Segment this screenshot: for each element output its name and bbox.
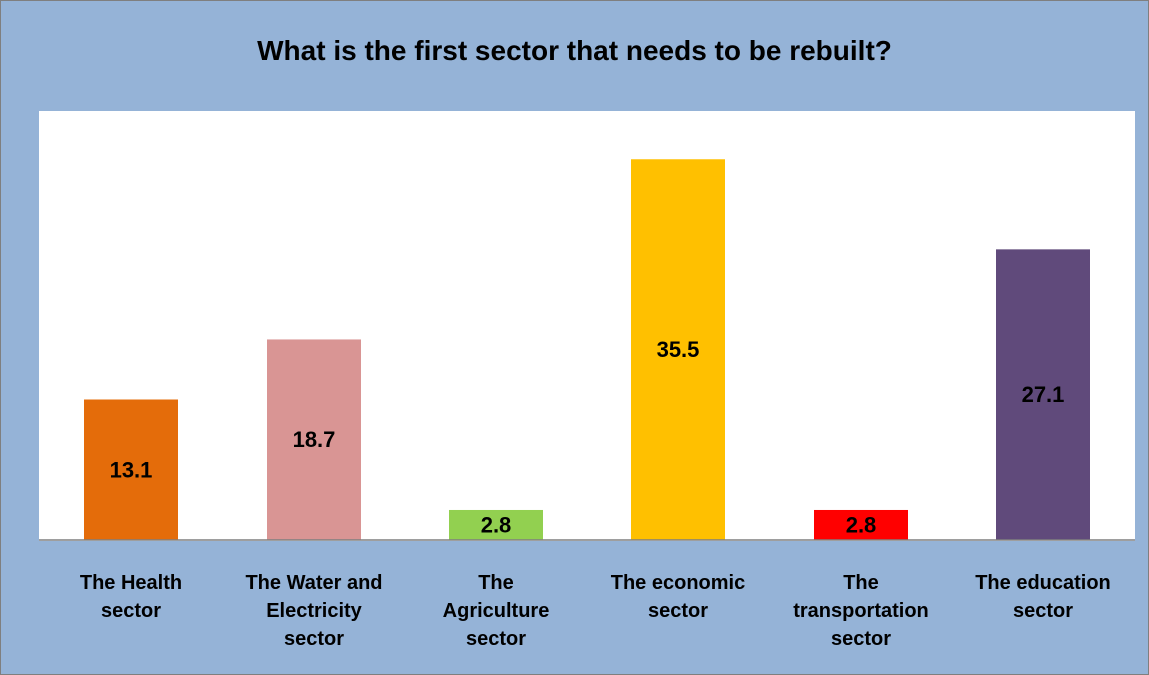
bar-4 — [814, 509, 908, 540]
chart-title: What is the first sector that needs to b… — [257, 35, 892, 66]
bar-2 — [449, 509, 543, 540]
bar-0 — [84, 399, 178, 540]
bar-5 — [996, 249, 1090, 541]
data-label-2: 2.8 — [481, 512, 512, 537]
data-label-3: 35.5 — [657, 337, 700, 362]
bar-3 — [631, 159, 725, 540]
category-label-5: The education sector — [975, 572, 1111, 622]
data-label-1: 18.7 — [293, 427, 336, 452]
plot-area — [39, 111, 1135, 541]
category-label-1: The Water and Electricity sector — [245, 572, 383, 650]
data-label-0: 13.1 — [110, 457, 153, 482]
category-label-0: The Health sector — [79, 572, 183, 622]
category-label-4: The transportation sector — [793, 572, 929, 650]
data-label-4: 2.8 — [846, 512, 877, 537]
category-label-3: The economic sector — [610, 572, 746, 622]
category-label-2: The Agriculture sector — [442, 572, 550, 650]
data-label-5: 27.1 — [1022, 382, 1065, 407]
bar-1 — [267, 339, 361, 540]
